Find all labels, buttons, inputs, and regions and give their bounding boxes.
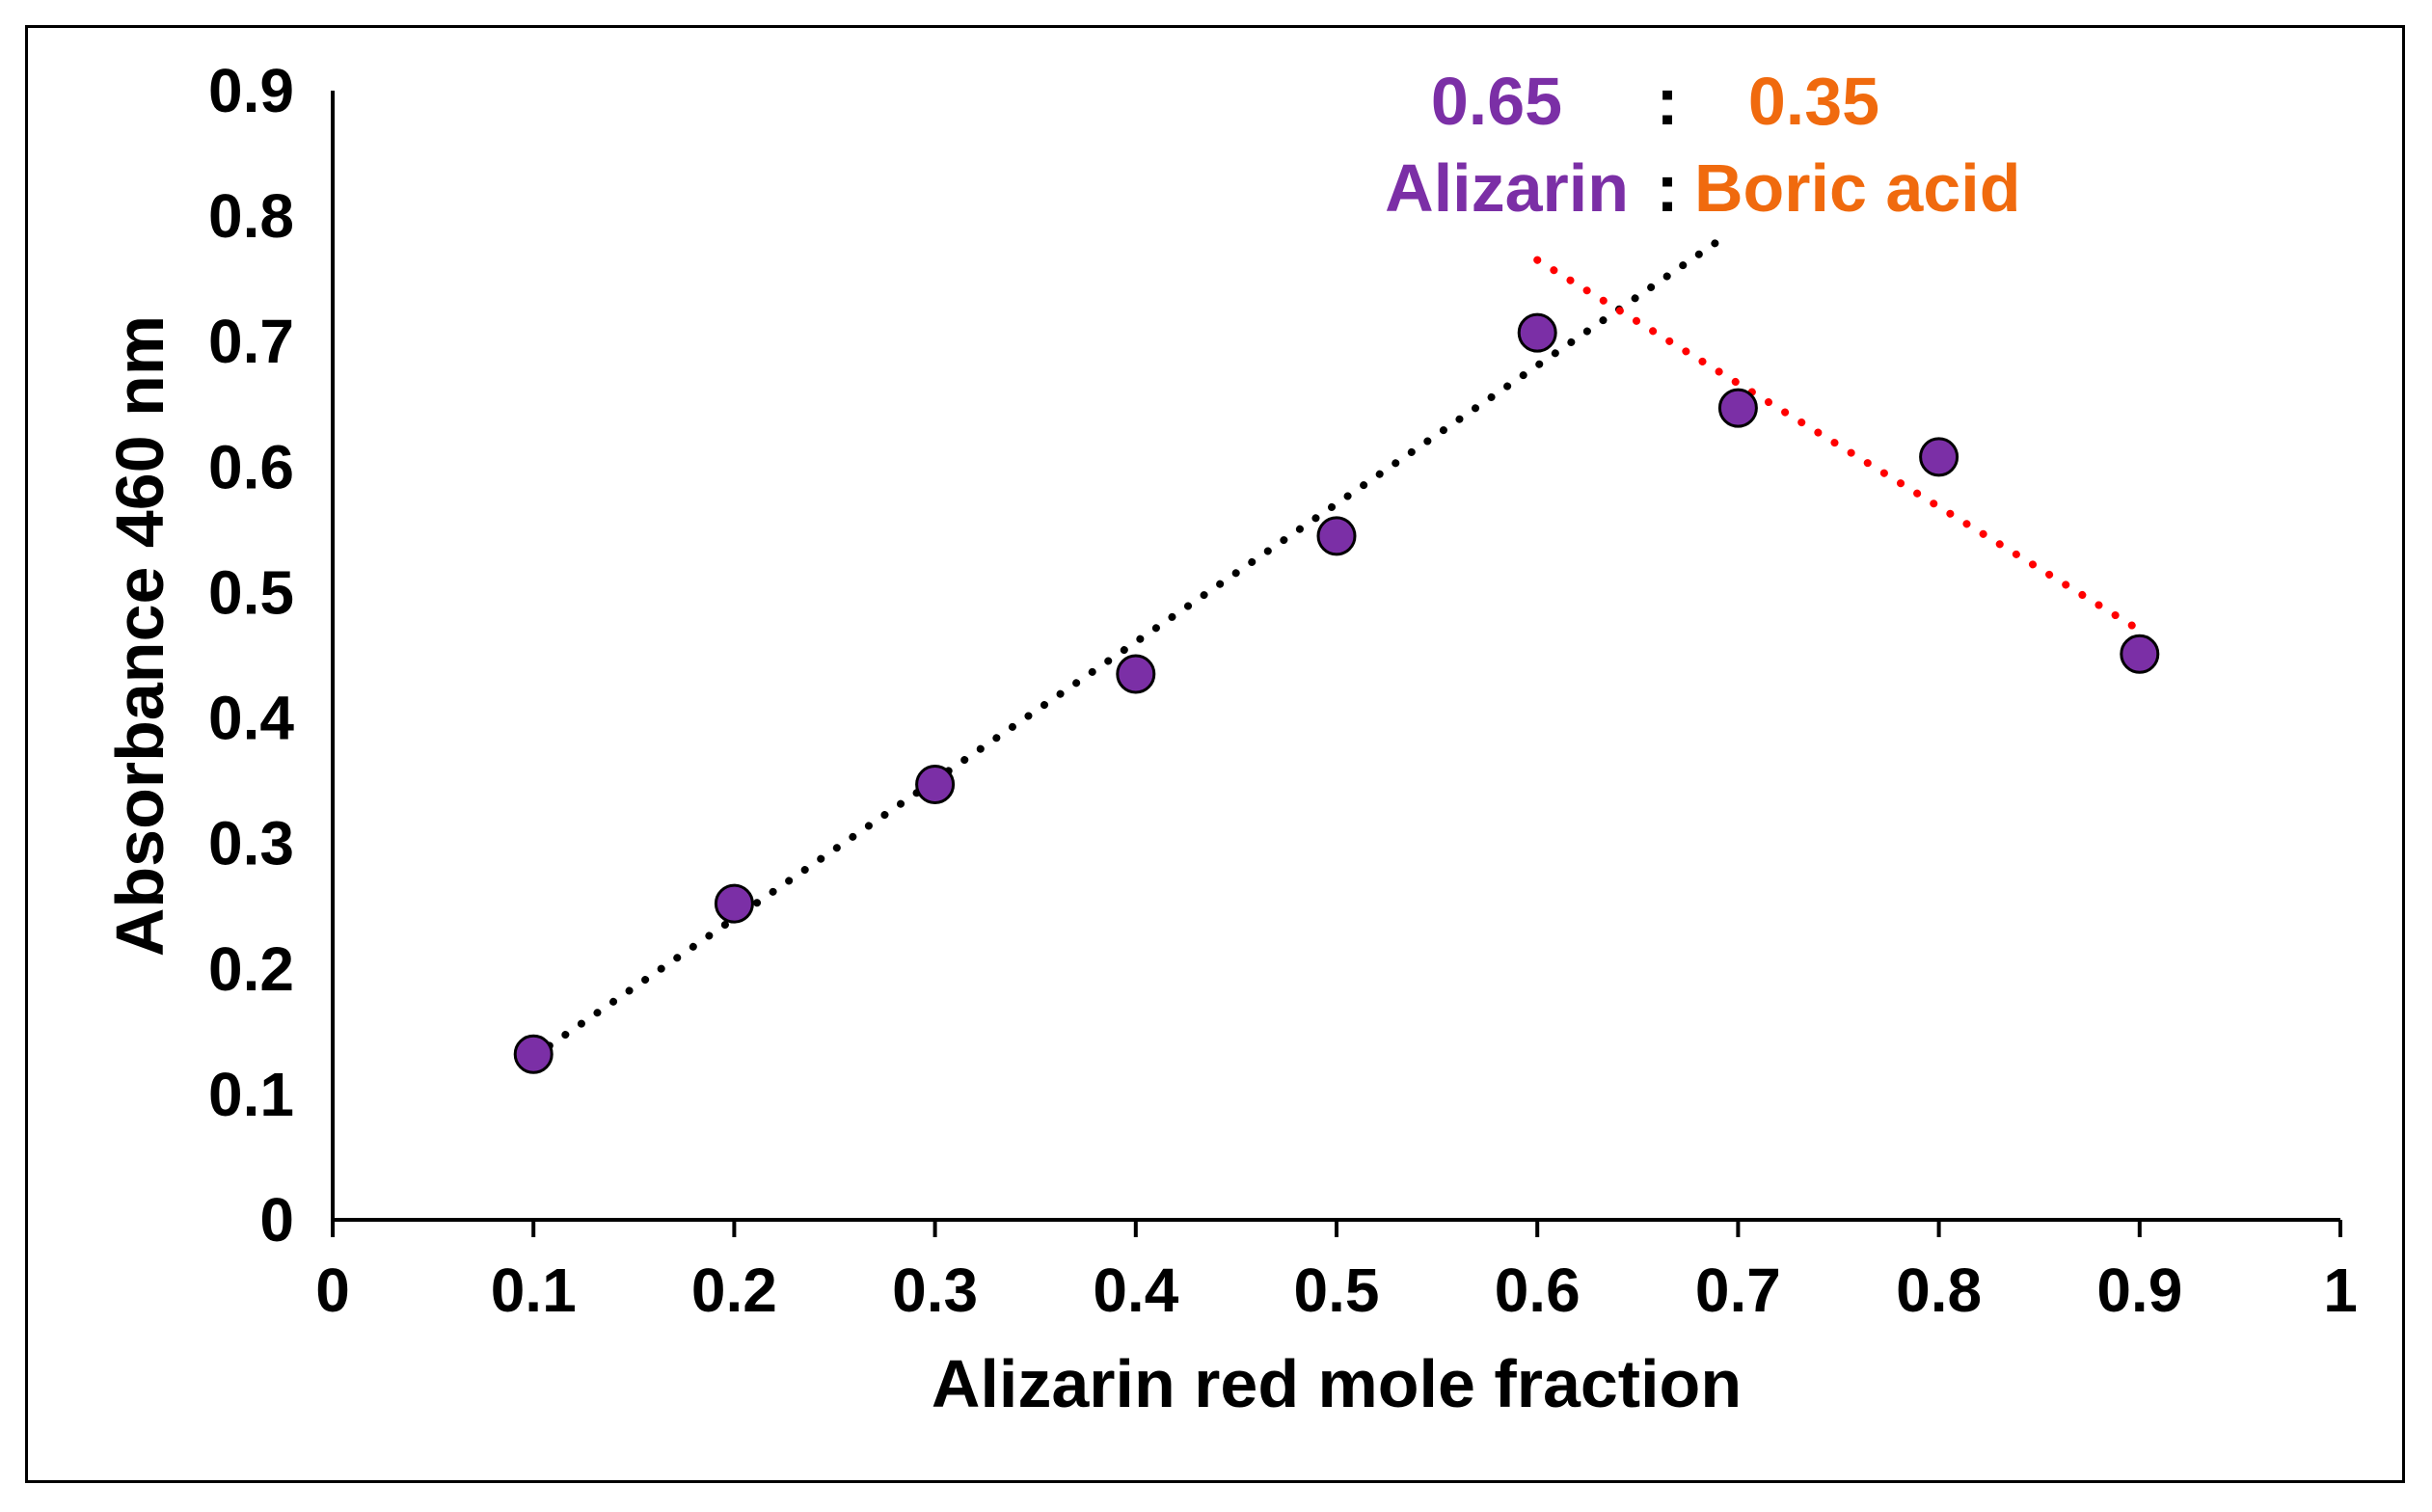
x-tick-label: 1 (2323, 1256, 2358, 1325)
y-tick-label: 0.4 (208, 684, 294, 753)
data-point (1919, 437, 1959, 477)
data-point (1717, 388, 1758, 428)
y-tick-label: 0.5 (208, 557, 294, 627)
chart-frame: 0 0.1 0.2 0.3 0.4 0.5 0.6 0.7 0.8 0.9 1 0 0.1 0.2 0.3… (25, 25, 2405, 1483)
ratio-annotation: 0.65 : 0.35 Alizarin : Boric acid (1385, 64, 2020, 226)
ratio-right-name: Boric acid (1694, 150, 2020, 226)
data-point (714, 883, 754, 924)
x-tick-label: 0.7 (1695, 1256, 1781, 1325)
trendlines (529, 237, 2144, 1061)
alizarin-job-plot: 0 0.1 0.2 0.3 0.4 0.5 0.6 0.7 0.8 0.9 1 0 0.1 0.2 0.3… (102, 56, 2358, 1421)
y-axis-title: Absorbance 460 nm (102, 315, 177, 957)
axes (331, 91, 2340, 1222)
x-tick-label: 0.4 (1093, 1256, 1178, 1325)
x-axis-title: Alizarin red mole fraction (932, 1346, 1742, 1421)
falling-trend-line (1533, 256, 2144, 634)
y-ticks: 0 0.1 0.2 0.3 0.4 0.5 0.6 0.7 0.8 0.9 (208, 56, 294, 1255)
y-tick-label: 0.3 (208, 809, 294, 878)
data-point (915, 765, 956, 805)
y-tick-label: 0.7 (208, 307, 294, 376)
ratio-left-name: Alizarin (1385, 150, 1629, 226)
x-tick-label: 0.8 (1896, 1256, 1982, 1325)
ratio-right-value: 0.35 (1748, 64, 1879, 139)
y-tick-label: 0.6 (208, 432, 294, 501)
x-ticks: 0 0.1 0.2 0.3 0.4 0.5 0.6 0.7 0.8 0.9 1 (315, 1220, 2358, 1325)
ratio-separator: : (1656, 64, 1678, 139)
data-point (1517, 312, 1557, 353)
x-tick-label: 0.5 (1294, 1256, 1380, 1325)
x-tick-label: 0.6 (1495, 1256, 1581, 1325)
x-tick-label: 0.1 (491, 1256, 577, 1325)
data-point (2120, 634, 2160, 674)
data-points (513, 312, 2160, 1074)
y-tick-label: 0.1 (208, 1060, 294, 1129)
ratio-left-value: 0.65 (1431, 64, 1562, 139)
x-tick-label: 0.3 (892, 1256, 978, 1325)
name-separator: : (1656, 150, 1678, 226)
y-tick-label: 0.8 (208, 181, 294, 251)
x-tick-label: 0 (315, 1256, 350, 1325)
y-tick-label: 0.2 (208, 934, 294, 1004)
rising-trend-line (529, 237, 1722, 1061)
data-point (513, 1034, 554, 1074)
x-tick-label: 0.9 (2096, 1256, 2182, 1325)
data-point (1316, 516, 1357, 556)
data-point (1116, 654, 1156, 694)
x-tick-label: 0.2 (691, 1256, 777, 1325)
y-tick-label: 0.9 (208, 56, 294, 125)
y-tick-label: 0 (259, 1185, 294, 1255)
